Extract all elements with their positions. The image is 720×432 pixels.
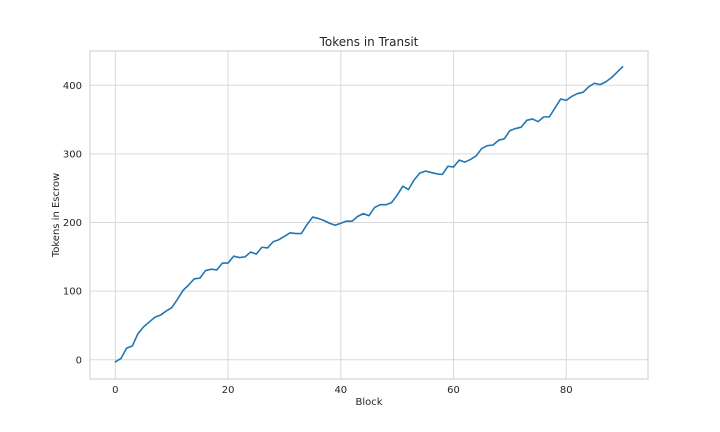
x-axis-label: Block <box>355 397 382 408</box>
x-tick-label: 20 <box>222 385 235 396</box>
x-tick-label: 80 <box>560 385 573 396</box>
y-tick-label: 0 <box>76 355 82 366</box>
plot-frame <box>89 50 649 380</box>
y-tick-label: 100 <box>63 287 82 298</box>
x-tick-label: 40 <box>334 385 347 396</box>
chart-title: Tokens in Transit <box>319 35 419 49</box>
y-axis-label: Tokens in Escrow <box>51 173 62 258</box>
x-tick-label: 0 <box>112 385 118 396</box>
y-tick-label: 200 <box>63 218 82 229</box>
tick-layer: 0 20 40 60 80 0 100 200 300 400 <box>63 81 573 396</box>
y-tick-label: 300 <box>63 149 82 160</box>
series-layer <box>114 65 624 363</box>
series-line <box>114 65 624 363</box>
x-tick-label: 60 <box>447 385 460 396</box>
y-tick-label: 400 <box>63 81 82 92</box>
